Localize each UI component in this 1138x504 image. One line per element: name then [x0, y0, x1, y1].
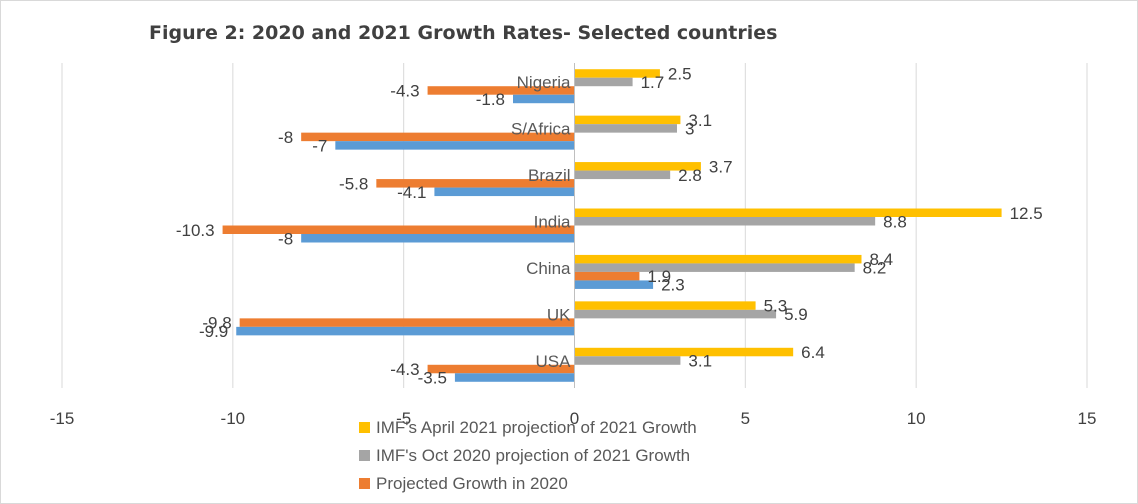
legend: IMF's April 2021 projection of 2021 Grow… — [359, 418, 697, 493]
bar — [434, 187, 575, 197]
category-label: Nigeria — [517, 73, 571, 92]
data-label: 3.1 — [688, 111, 712, 130]
data-label: 8.2 — [863, 259, 887, 278]
data-label: -4.1 — [397, 183, 426, 202]
data-label: -9.9 — [199, 322, 228, 341]
data-label: 8.8 — [883, 212, 907, 231]
data-label: 1.9 — [647, 267, 671, 286]
category-label: Brazil — [528, 166, 571, 185]
x-tick-label: -10 — [221, 409, 246, 428]
bar — [427, 86, 575, 95]
category-labels: Nigeria S/Africa Brazil India China UK USA — [511, 73, 571, 371]
bar — [236, 326, 575, 336]
x-tick-label: 5 — [741, 409, 750, 428]
x-axis: -15 -10 -5 0 5 10 15 — [50, 63, 1097, 428]
legend-swatch — [359, 450, 370, 461]
bar — [574, 347, 794, 357]
data-label: -8 — [278, 229, 293, 248]
bar — [574, 162, 701, 171]
bar — [301, 132, 575, 142]
x-tick-label: 15 — [1078, 409, 1097, 428]
bar — [574, 115, 681, 125]
chart-title: Figure 2: 2020 and 2021 Growth Rates- Se… — [149, 22, 777, 44]
data-label: -9.8 — [202, 314, 231, 333]
bar — [222, 225, 575, 234]
x-tick-label: 10 — [907, 409, 926, 428]
bar — [574, 124, 677, 133]
bar — [574, 217, 876, 226]
data-label: 3.7 — [709, 157, 733, 176]
data-labels: 2.51.7-4.3 -1.83.13-8 -73.72.8-5.8 -4.112.5… — [176, 64, 1043, 387]
bar — [574, 69, 660, 78]
bar — [574, 263, 855, 272]
x-tick-label: -15 — [50, 409, 75, 428]
bar — [574, 254, 862, 264]
bar — [574, 208, 1002, 217]
data-label: 6.4 — [801, 343, 825, 362]
bar — [574, 309, 777, 319]
bar — [513, 94, 575, 104]
legend-swatch — [359, 478, 370, 489]
data-label: 3 — [685, 119, 694, 138]
bars — [222, 69, 1002, 382]
bar — [574, 356, 681, 365]
data-label: 8.4 — [870, 250, 894, 269]
x-tick-label: 0 — [570, 409, 579, 428]
bar — [301, 234, 575, 243]
data-label: -1.8 — [476, 90, 505, 109]
category-label: USA — [536, 352, 572, 371]
data-label: 12.5 — [1010, 204, 1043, 223]
data-label: 2.3 — [661, 276, 685, 295]
bar — [239, 318, 575, 327]
bar — [335, 141, 575, 150]
data-label: -8 — [278, 128, 293, 147]
data-label: -7 — [312, 136, 327, 155]
data-label: 5.9 — [784, 305, 808, 324]
x-tick-label: -5 — [396, 409, 411, 428]
data-label: -5.8 — [339, 174, 368, 193]
bar — [427, 364, 575, 374]
data-label: -10.3 — [176, 221, 215, 240]
data-label: 2.8 — [678, 166, 702, 185]
bar — [574, 170, 671, 180]
bar — [376, 179, 575, 188]
category-label: S/Africa — [511, 120, 571, 139]
data-label: 5.3 — [764, 297, 788, 316]
data-label: 2.5 — [668, 64, 692, 83]
data-label: 3.1 — [688, 352, 712, 371]
bar — [574, 301, 756, 310]
data-label: -4.3 — [390, 360, 419, 379]
bar — [454, 373, 575, 382]
bar — [574, 77, 633, 87]
data-label: 1.7 — [641, 73, 665, 92]
category-label: India — [534, 213, 571, 232]
bar — [574, 271, 640, 281]
bar — [574, 280, 654, 289]
legend-label: IMF's Oct 2020 projection of 2021 Growth — [376, 446, 690, 465]
category-label: UK — [547, 305, 571, 324]
data-label: -4.3 — [390, 81, 419, 100]
category-label: China — [526, 259, 571, 278]
legend-label: IMF's April 2021 projection of 2021 Grow… — [376, 418, 697, 437]
legend-swatch — [359, 422, 370, 433]
legend-label: Projected Growth in 2020 — [376, 474, 568, 493]
data-label: -3.5 — [418, 369, 447, 388]
